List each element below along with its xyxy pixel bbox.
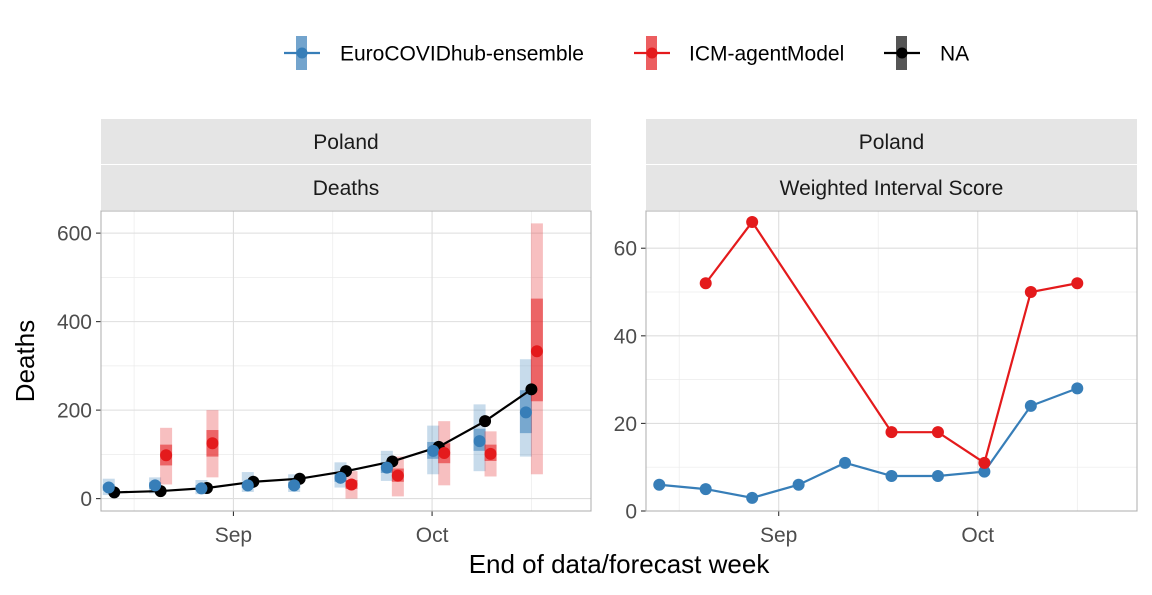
data-point-ensemble	[931, 469, 944, 482]
data-point-median-ensemble	[473, 435, 486, 448]
data-point-median-ensemble	[519, 406, 532, 419]
strip-bottom-label: Weighted Interval Score	[780, 177, 1004, 200]
strip-top-label: Poland	[859, 131, 924, 154]
data-point-median-icm	[438, 447, 451, 460]
data-point-median-ensemble	[380, 461, 393, 474]
data-point-icm	[885, 426, 898, 439]
legend-item-icm: ICM-agentModel	[634, 36, 844, 70]
legend: EuroCOVIDhub-ensemble ICM-agentModel NA	[284, 36, 969, 70]
data-point-median-ensemble	[149, 479, 162, 492]
data-point-median-ensemble	[195, 482, 208, 495]
data-point-icm	[746, 215, 759, 228]
y-tick-label: 0	[625, 501, 637, 524]
y-axis-title: Deaths	[10, 320, 40, 402]
data-point-median-ensemble	[241, 479, 254, 492]
legend-item-na: NA	[884, 36, 969, 70]
panel-border	[100, 210, 592, 512]
plot-deaths: 0 200 400 600 Sep Oct	[57, 210, 592, 547]
series-line-observed	[114, 388, 533, 494]
data-point-icm	[1024, 286, 1037, 299]
data-point-median-icm	[206, 437, 219, 450]
panel-deaths-strips: Poland Deaths	[101, 119, 591, 210]
x-tick-label: Oct	[416, 524, 449, 547]
panel-wis-strips: Poland Weighted Interval Score	[646, 119, 1137, 210]
y-tick-label: 60	[614, 238, 637, 261]
plot-background	[101, 211, 591, 511]
data-point-ensemble	[885, 469, 898, 482]
data-point-ensemble	[1024, 399, 1037, 412]
data-point-ensemble	[1071, 382, 1084, 395]
y-tick-label: 600	[57, 223, 92, 246]
strip-bottom-bg	[646, 165, 1137, 210]
legend-label-icm: ICM-agentModel	[689, 43, 844, 66]
x-tick-label: Sep	[760, 524, 797, 547]
legend-label-na: NA	[940, 43, 969, 66]
y-tick-label: 40	[614, 325, 637, 348]
y-tick-label: 400	[57, 311, 92, 334]
strip-top-bg	[101, 119, 591, 164]
data-point-icm	[1071, 277, 1084, 290]
strip-top-bg	[646, 119, 1137, 164]
legend-label-ensemble: EuroCOVIDhub-ensemble	[340, 43, 584, 66]
strip-top-label: Poland	[313, 131, 378, 154]
data-point-ensemble	[978, 465, 991, 478]
y-tick-label: 200	[57, 400, 92, 423]
data-point-median-icm	[160, 449, 173, 462]
panel-border	[645, 210, 1138, 512]
data-point-ensemble	[839, 456, 852, 469]
data-point-observed	[525, 383, 538, 396]
legend-item-ensemble: EuroCOVIDhub-ensemble	[284, 36, 584, 70]
data-point-median-icm	[345, 478, 358, 491]
data-point-ensemble	[653, 478, 666, 491]
data-point-ensemble	[699, 483, 712, 496]
plot-weighted-interval-score: 0 20 40 60 Sep Oct	[614, 210, 1138, 547]
data-point-icm	[699, 277, 712, 290]
data-point-median-icm	[391, 469, 404, 482]
data-point-observed	[479, 415, 492, 428]
y-tick-label: 0	[80, 488, 92, 511]
plot-background	[646, 211, 1137, 511]
data-point-median-ensemble	[102, 481, 115, 494]
series-line-ensemble	[659, 387, 1078, 499]
strip-bottom-label: Deaths	[313, 177, 380, 200]
x-tick-label: Sep	[215, 524, 252, 547]
data-point-median-ensemble	[427, 444, 440, 457]
data-point-icm	[978, 456, 991, 469]
data-point-median-ensemble	[288, 479, 301, 492]
legend-key-na-point	[896, 47, 908, 59]
y-tick-label: 20	[614, 413, 637, 436]
data-point-median-ensemble	[334, 471, 347, 484]
data-point-median-icm	[484, 447, 497, 460]
strip-bottom-bg	[101, 165, 591, 210]
data-point-ensemble	[792, 478, 805, 491]
x-tick-label: Oct	[961, 524, 994, 547]
data-point-ensemble	[746, 491, 759, 504]
x-axis-title: End of data/forecast week	[469, 549, 771, 579]
data-point-icm	[931, 426, 944, 439]
legend-key-icm-point	[646, 47, 658, 59]
legend-key-ensemble-point	[296, 47, 308, 59]
data-point-median-icm	[530, 345, 543, 358]
